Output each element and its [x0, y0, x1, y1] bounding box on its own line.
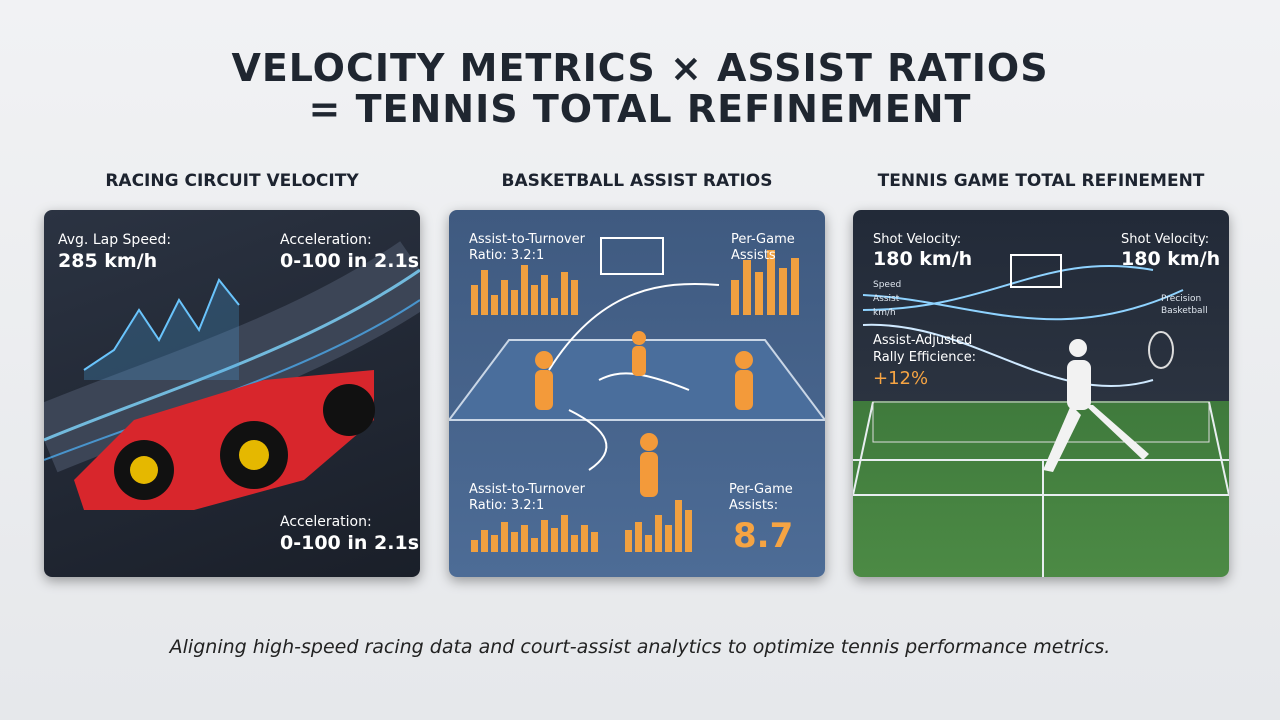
label: Ratio: 3.2:1 — [469, 248, 545, 263]
value: 0-100 in 2.1s — [280, 250, 420, 272]
value: 180 km/h — [1121, 248, 1221, 270]
label: Assists: — [729, 498, 779, 513]
value: 0-100 in 2.1s — [280, 532, 420, 554]
title-line: VELOCITY METRICS × ASSIST RATIOS — [231, 46, 1049, 90]
label: Acceleration: — [280, 232, 372, 248]
panel-heading: TENNIS GAME TOTAL REFINEMENT — [877, 171, 1205, 191]
basketball-panel: Assist-to-Turnover Ratio: 3.2:1 Per-Game… — [449, 210, 825, 577]
basketball-illustration — [449, 237, 825, 552]
tennis-panel: Shot Velocity: 180 km/h Shot Velocity: 1… — [853, 210, 1229, 577]
small-label: Precision — [1161, 294, 1202, 304]
label: Assist-to-Turnover — [469, 232, 585, 247]
title-line: = TENNIS TOTAL REFINEMENT — [308, 87, 972, 131]
panel-heading: BASKETBALL ASSIST RATIOS — [501, 171, 773, 191]
label: Assists — [731, 248, 776, 263]
label: Avg. Lap Speed: — [58, 232, 172, 248]
small-label: Assist — [873, 294, 900, 304]
value: +12% — [873, 368, 929, 389]
label: Assist-to-Turnover — [469, 482, 585, 497]
racing-panel: Avg. Lap Speed: 285 km/h Acceleration: 0… — [44, 210, 420, 577]
small-label: Speed — [873, 280, 902, 290]
label: Acceleration: — [280, 514, 372, 530]
value: 8.7 — [733, 516, 794, 556]
small-label: km/h — [873, 308, 896, 318]
panel-heading: RACING CIRCUIT VELOCITY — [105, 171, 359, 191]
label: Rally Efficience: — [873, 350, 977, 365]
value: 285 km/h — [58, 250, 158, 272]
label: Assist-Adjusted — [873, 333, 973, 348]
label: Per-Game — [731, 232, 795, 247]
label: Ratio: 3.2:1 — [469, 498, 545, 513]
small-label: Basketball — [1161, 306, 1208, 316]
label: Per-Game — [729, 482, 793, 497]
tennis-illustration — [853, 254, 1229, 577]
label: Shot Velocity: — [1121, 232, 1210, 247]
value: 180 km/h — [873, 248, 973, 270]
caption: Aligning high-speed racing data and cour… — [169, 636, 1111, 658]
racing-illustration — [44, 241, 420, 510]
label: Shot Velocity: — [873, 232, 962, 247]
